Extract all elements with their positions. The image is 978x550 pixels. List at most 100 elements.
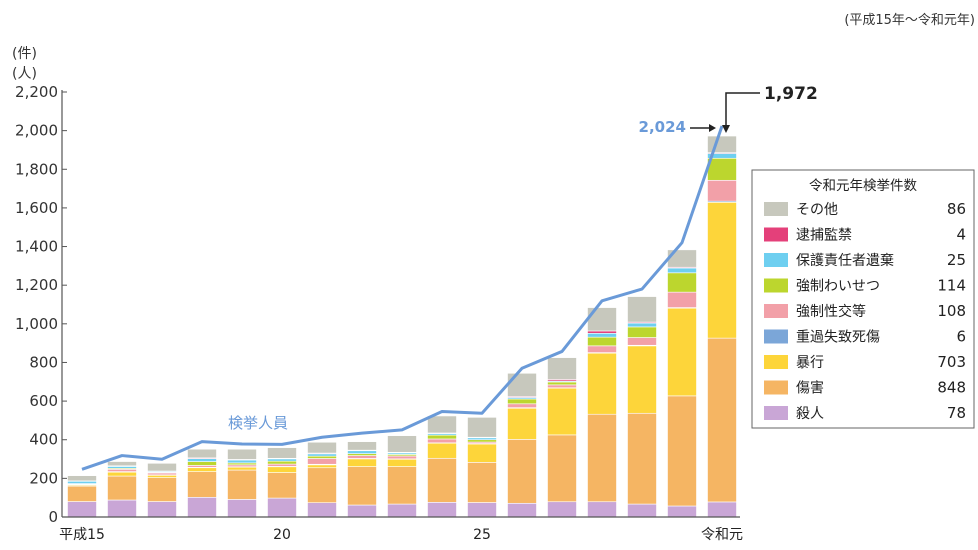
y-unit-cases: (件) xyxy=(12,46,37,62)
line-label: 検挙人員 xyxy=(228,414,288,432)
bar-stack xyxy=(427,415,457,518)
bar-segment xyxy=(547,434,577,503)
legend-item: 傷害 848 xyxy=(764,379,966,397)
bar-segment xyxy=(627,345,657,414)
bar-segment xyxy=(227,499,257,518)
bar-segment xyxy=(507,407,537,440)
legend-item: その他 86 xyxy=(764,200,966,218)
legend-title: 令和元年検挙件数 xyxy=(809,178,917,194)
bar-segment xyxy=(107,471,137,477)
bar-segment xyxy=(347,504,377,518)
legend-value: 78 xyxy=(947,404,966,422)
bar-segment xyxy=(507,398,537,405)
bar-segment xyxy=(627,322,657,328)
arrest-count-line xyxy=(81,125,724,471)
y-tick-label: 600 xyxy=(29,392,58,410)
bar-segment xyxy=(67,480,97,484)
bar-segment xyxy=(667,395,697,507)
y-tick-label: 1,800 xyxy=(15,160,58,178)
bar-segment xyxy=(467,439,497,443)
bar-segment xyxy=(67,501,97,518)
bar-segment xyxy=(347,450,377,454)
legend-swatch xyxy=(764,202,788,216)
bar-stack xyxy=(627,296,657,518)
bar-segment xyxy=(707,157,737,181)
y-tick-label: 2,000 xyxy=(15,122,58,140)
legend-swatch xyxy=(764,329,788,344)
legend-swatch xyxy=(764,355,788,369)
bar-last-arrow xyxy=(722,92,760,133)
bar-stack xyxy=(387,435,417,518)
line-last-arrow xyxy=(690,124,716,132)
bar-segment xyxy=(307,458,337,465)
bar-segment xyxy=(547,501,577,518)
bar-segment xyxy=(307,467,337,504)
legend-item: 逮捕監禁 4 xyxy=(764,226,966,244)
bar-segment xyxy=(187,458,217,462)
bar-segment xyxy=(427,434,457,440)
bar-segment xyxy=(107,461,137,467)
bar-stack xyxy=(467,417,497,518)
y-tick-label: 800 xyxy=(29,353,58,371)
bar-segment xyxy=(627,337,657,346)
bar-segment xyxy=(427,442,457,459)
bar-segment xyxy=(547,387,577,436)
bar-segment xyxy=(707,179,737,202)
legend-value: 114 xyxy=(937,277,966,295)
bar-segment xyxy=(67,485,97,502)
legend-item: 強制性交等 108 xyxy=(764,302,966,320)
bar-segment xyxy=(507,403,537,408)
legend-swatch xyxy=(764,278,788,293)
bar-stack xyxy=(347,441,377,518)
bar-segment xyxy=(587,336,617,347)
legend: 令和元年検挙件数 その他 86 逮捕監禁 4 保護責任者遺棄 25 強制わいせつ 114 強制性… xyxy=(751,169,975,429)
bar-segment xyxy=(627,326,657,338)
x-tick-label: 25 xyxy=(473,527,491,543)
bar-last-total-label: 1,972 xyxy=(764,84,818,104)
y-tick-label: 0 xyxy=(48,508,58,526)
bar-segment xyxy=(387,466,417,505)
bar-segment xyxy=(587,330,617,334)
bar-segment xyxy=(707,337,737,503)
bar-segment xyxy=(347,466,377,506)
bar-stack xyxy=(307,441,337,518)
legend-label: 逮捕監禁 xyxy=(796,227,852,244)
bar-segment xyxy=(667,505,697,518)
legend-value: 86 xyxy=(947,200,966,218)
bar-segment xyxy=(467,502,497,518)
bar-segment xyxy=(227,459,257,464)
bar-segment xyxy=(387,455,417,460)
bar-segment xyxy=(267,472,297,499)
legend-item: 暴行 703 xyxy=(764,353,966,371)
legend-item: 重過失致死傷 6 xyxy=(764,328,966,346)
bar-segment xyxy=(187,467,217,472)
line-path xyxy=(81,125,724,471)
bars xyxy=(67,135,737,518)
bar-segment xyxy=(67,475,97,482)
bar-segment xyxy=(227,466,257,471)
bar-segment xyxy=(587,345,617,353)
bar-segment xyxy=(187,461,217,466)
legend-label: 保護責任者遺棄 xyxy=(796,253,894,269)
bar-segment xyxy=(107,468,137,472)
legend-item: 強制わいせつ 114 xyxy=(764,277,966,295)
legend-swatch xyxy=(764,253,788,267)
legend-swatch xyxy=(764,380,788,395)
legend-item: 殺人 78 xyxy=(764,404,966,422)
bar-segment xyxy=(667,307,697,397)
bar-segment xyxy=(307,455,337,459)
bar-segment xyxy=(667,267,697,274)
bar-segment xyxy=(387,458,417,467)
legend-value: 848 xyxy=(937,379,966,397)
period-note: (平成15年～令和元年) xyxy=(844,13,975,28)
legend-value: 703 xyxy=(937,353,966,371)
bar-segment xyxy=(147,501,177,518)
bar-segment xyxy=(707,135,737,153)
bar-stack xyxy=(227,448,257,518)
bar-stack xyxy=(707,135,737,518)
x-tick-label: 令和元 xyxy=(701,527,743,543)
y-tick-label: 200 xyxy=(29,469,58,487)
bar-segment xyxy=(147,462,177,472)
legend-label: 強制性交等 xyxy=(796,303,866,320)
